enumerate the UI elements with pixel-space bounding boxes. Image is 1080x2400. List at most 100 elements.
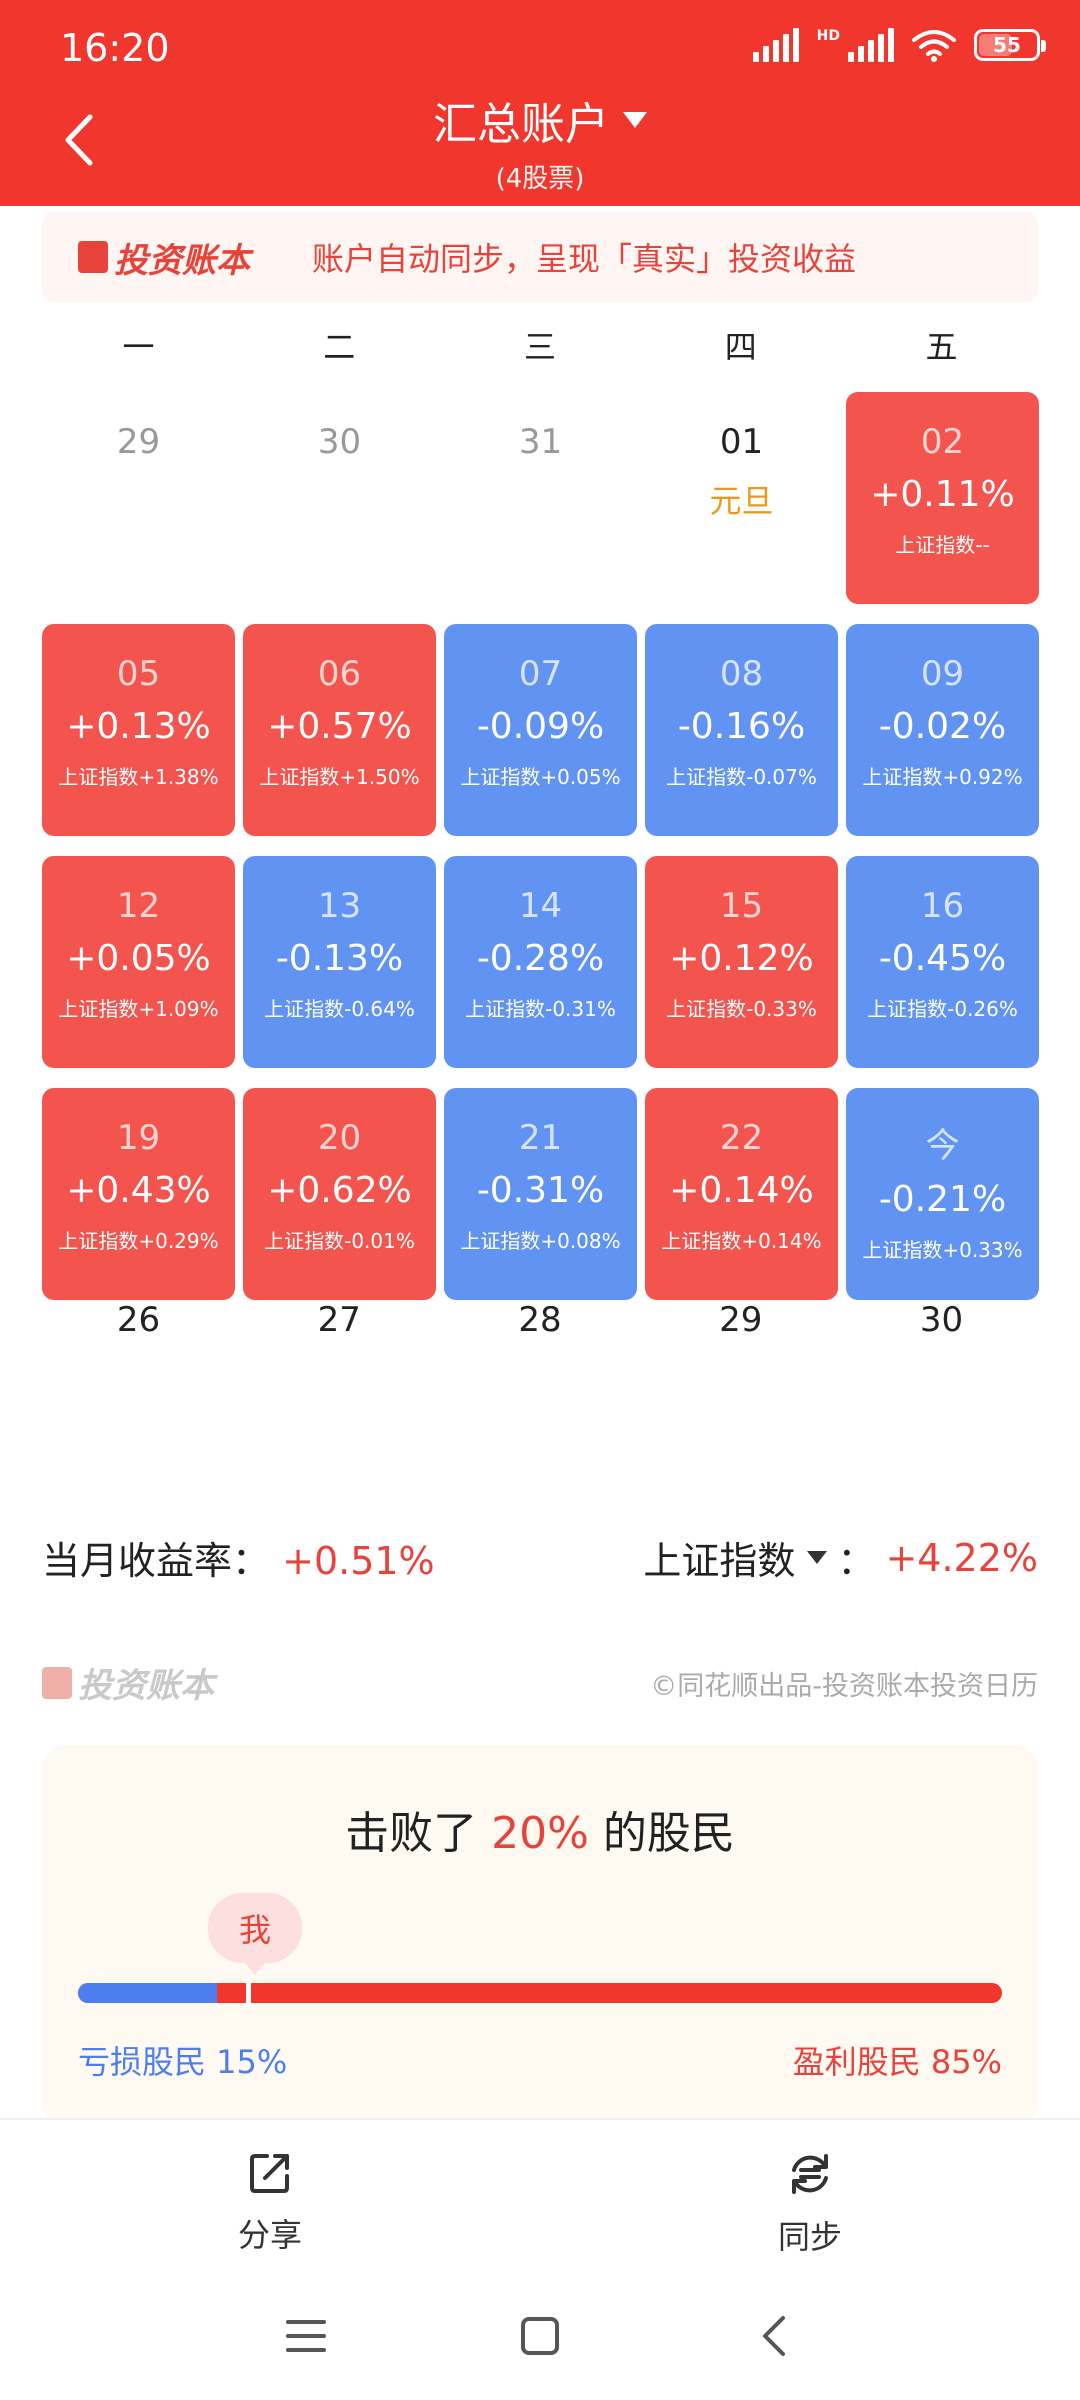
calendar-day[interactable]: 12 +0.05% 上证指数+1.09% bbox=[42, 856, 235, 1068]
day-number: 16 bbox=[920, 886, 965, 926]
day-number: 30 bbox=[317, 422, 362, 462]
day-return: -0.21% bbox=[878, 1179, 1007, 1220]
day-number: 09 bbox=[920, 654, 965, 694]
sync-button[interactable]: 同步 bbox=[730, 2150, 890, 2258]
holiday-label: 元旦 bbox=[709, 482, 774, 520]
me-marker bbox=[246, 1977, 251, 2009]
weekday-label: 五 bbox=[925, 328, 958, 366]
day-return: -0.28% bbox=[476, 938, 605, 979]
day-number: 08 bbox=[719, 654, 764, 694]
day-return: -0.31% bbox=[476, 1170, 605, 1211]
day-number: 13 bbox=[317, 886, 362, 926]
day-number: 22 bbox=[719, 1118, 764, 1158]
system-navigation-bar bbox=[0, 2268, 1080, 2400]
day-number: 20 bbox=[317, 1118, 362, 1158]
day-index: 上证指数+1.38% bbox=[58, 765, 219, 789]
index-separator: ： bbox=[837, 1539, 876, 1583]
calendar-day[interactable]: 09 -0.02% 上证指数+0.92% bbox=[846, 624, 1039, 836]
footer-brand-text: 投资账本 bbox=[78, 1666, 214, 1706]
weekday-label: 一 bbox=[122, 328, 155, 366]
home-button[interactable] bbox=[510, 2306, 570, 2366]
day-number[interactable]: 28 bbox=[518, 1300, 562, 1340]
index-selector[interactable]: 上证指数 bbox=[643, 1530, 828, 1585]
share-label: 分享 bbox=[237, 2216, 302, 2254]
day-return: +0.14% bbox=[669, 1170, 814, 1211]
day-index: 上证指数+0.29% bbox=[58, 1229, 219, 1253]
day-number: 05 bbox=[116, 654, 161, 694]
calendar-day[interactable]: 29 bbox=[42, 392, 235, 604]
weekday-label: 三 bbox=[523, 328, 556, 366]
calendar-day[interactable]: 08 -0.16% 上证指数-0.07% bbox=[645, 624, 838, 836]
calendar-day[interactable]: 15 +0.12% 上证指数-0.33% bbox=[645, 856, 838, 1068]
calendar-day[interactable]: 05 +0.13% 上证指数+1.38% bbox=[42, 624, 235, 836]
footer-brand-logo: 投资账本 bbox=[42, 1658, 214, 1707]
day-number: 12 bbox=[116, 886, 161, 926]
sync-icon bbox=[792, 2154, 828, 2194]
day-index: 上证指数+0.05% bbox=[460, 765, 621, 789]
calendar-day[interactable]: 16 -0.45% 上证指数-0.26% bbox=[846, 856, 1039, 1068]
calendar-day[interactable]: 02 +0.11% 上证指数-- bbox=[846, 392, 1039, 604]
calendar-grid: 29 30 31 01 元旦 02 +0.11% 上证指数-- 05 +0.13% 上证指… bbox=[42, 392, 1039, 1300]
beat-percent: 20% bbox=[491, 1808, 589, 1859]
dropdown-icon bbox=[623, 112, 647, 128]
menu-button[interactable] bbox=[276, 2306, 336, 2366]
beat-title: 击败了 20% 的股民 bbox=[42, 1797, 1038, 1861]
day-index: 上证指数+0.14% bbox=[661, 1229, 822, 1253]
calendar-day[interactable]: 22 +0.14% 上证指数+0.14% bbox=[645, 1088, 838, 1300]
day-return: +0.57% bbox=[267, 706, 412, 747]
monthly-return: 当月收益率： +0.51% bbox=[42, 1530, 435, 1585]
day-index: 上证指数-0.07% bbox=[666, 765, 817, 789]
signal-icon bbox=[848, 28, 894, 62]
day-number: 06 bbox=[317, 654, 362, 694]
back-button[interactable] bbox=[48, 100, 108, 180]
share-button[interactable]: 分享 bbox=[190, 2150, 350, 2256]
day-index: 上证指数+1.09% bbox=[58, 997, 219, 1021]
beat-card: 击败了 20% 的股民 我 亏损股民 15% 盈利股民 85% bbox=[42, 1745, 1038, 2125]
status-time: 16:20 bbox=[60, 26, 170, 70]
page-subtitle: (4股票) bbox=[495, 164, 585, 194]
monthly-return-value: +0.51% bbox=[282, 1539, 435, 1583]
battery-icon: 55 bbox=[974, 29, 1046, 61]
calendar-day[interactable]: 06 +0.57% 上证指数+1.50% bbox=[243, 624, 436, 836]
bottom-action-bar: 分享 同步 bbox=[0, 2118, 1080, 2268]
account-selector[interactable]: 汇总账户 bbox=[433, 88, 647, 152]
me-marker-bubble: 我 bbox=[208, 1893, 302, 1975]
nav-back-button[interactable] bbox=[744, 2306, 804, 2366]
calendar-day[interactable]: 07 -0.09% 上证指数+0.05% bbox=[444, 624, 637, 836]
day-number: 31 bbox=[518, 422, 563, 462]
day-index: 上证指数+0.33% bbox=[862, 1238, 1023, 1262]
promo-banner[interactable]: 投资账本 账户自动同步，呈现「真实」投资收益 bbox=[42, 212, 1038, 302]
day-number[interactable]: 30 bbox=[919, 1300, 964, 1340]
back-icon bbox=[65, 114, 93, 166]
day-return: +0.05% bbox=[66, 938, 211, 979]
page-title: 汇总账户 bbox=[433, 99, 609, 150]
calendar-day[interactable]: 19 +0.43% 上证指数+0.29% bbox=[42, 1088, 235, 1300]
day-number[interactable]: 29 bbox=[719, 1300, 763, 1340]
monthly-return-label: 当月收益率： bbox=[42, 1539, 271, 1583]
calendar-day[interactable]: 01 元旦 bbox=[645, 392, 838, 604]
day-return: +0.11% bbox=[870, 474, 1015, 515]
calendar-day[interactable]: 20 +0.62% 上证指数-0.01% bbox=[243, 1088, 436, 1300]
next-week-row: 26 27 28 29 30 bbox=[42, 1300, 1038, 1340]
day-index: 上证指数-- bbox=[895, 533, 990, 557]
loss-label: 亏损股民 15% bbox=[78, 2043, 288, 2081]
ledger-icon bbox=[42, 1666, 72, 1699]
day-return: -0.09% bbox=[476, 706, 605, 747]
index-label: 上证指数 bbox=[643, 1539, 796, 1583]
day-number[interactable]: 26 bbox=[116, 1300, 161, 1340]
beat-prefix: 击败了 bbox=[345, 1808, 478, 1859]
share-icon bbox=[250, 2154, 289, 2193]
calendar-day[interactable]: 14 -0.28% 上证指数-0.31% bbox=[444, 856, 637, 1068]
day-index: 上证指数-0.26% bbox=[867, 997, 1018, 1021]
calendar-day[interactable]: 13 -0.13% 上证指数-0.64% bbox=[243, 856, 436, 1068]
index-summary: 上证指数 ： +4.22% bbox=[643, 1530, 1038, 1585]
calendar-day[interactable]: 30 bbox=[243, 392, 436, 604]
day-index: 上证指数-0.64% bbox=[264, 997, 415, 1021]
day-return: -0.02% bbox=[878, 706, 1007, 747]
weekday-header: 一 二 三 四 五 bbox=[42, 322, 1038, 368]
calendar-day-today[interactable]: 今 -0.21% 上证指数+0.33% bbox=[846, 1088, 1039, 1300]
day-number[interactable]: 27 bbox=[317, 1300, 361, 1340]
calendar-day[interactable]: 21 -0.31% 上证指数+0.08% bbox=[444, 1088, 637, 1300]
calendar-day[interactable]: 31 bbox=[444, 392, 637, 604]
status-icons: HD 55 bbox=[752, 28, 1046, 62]
